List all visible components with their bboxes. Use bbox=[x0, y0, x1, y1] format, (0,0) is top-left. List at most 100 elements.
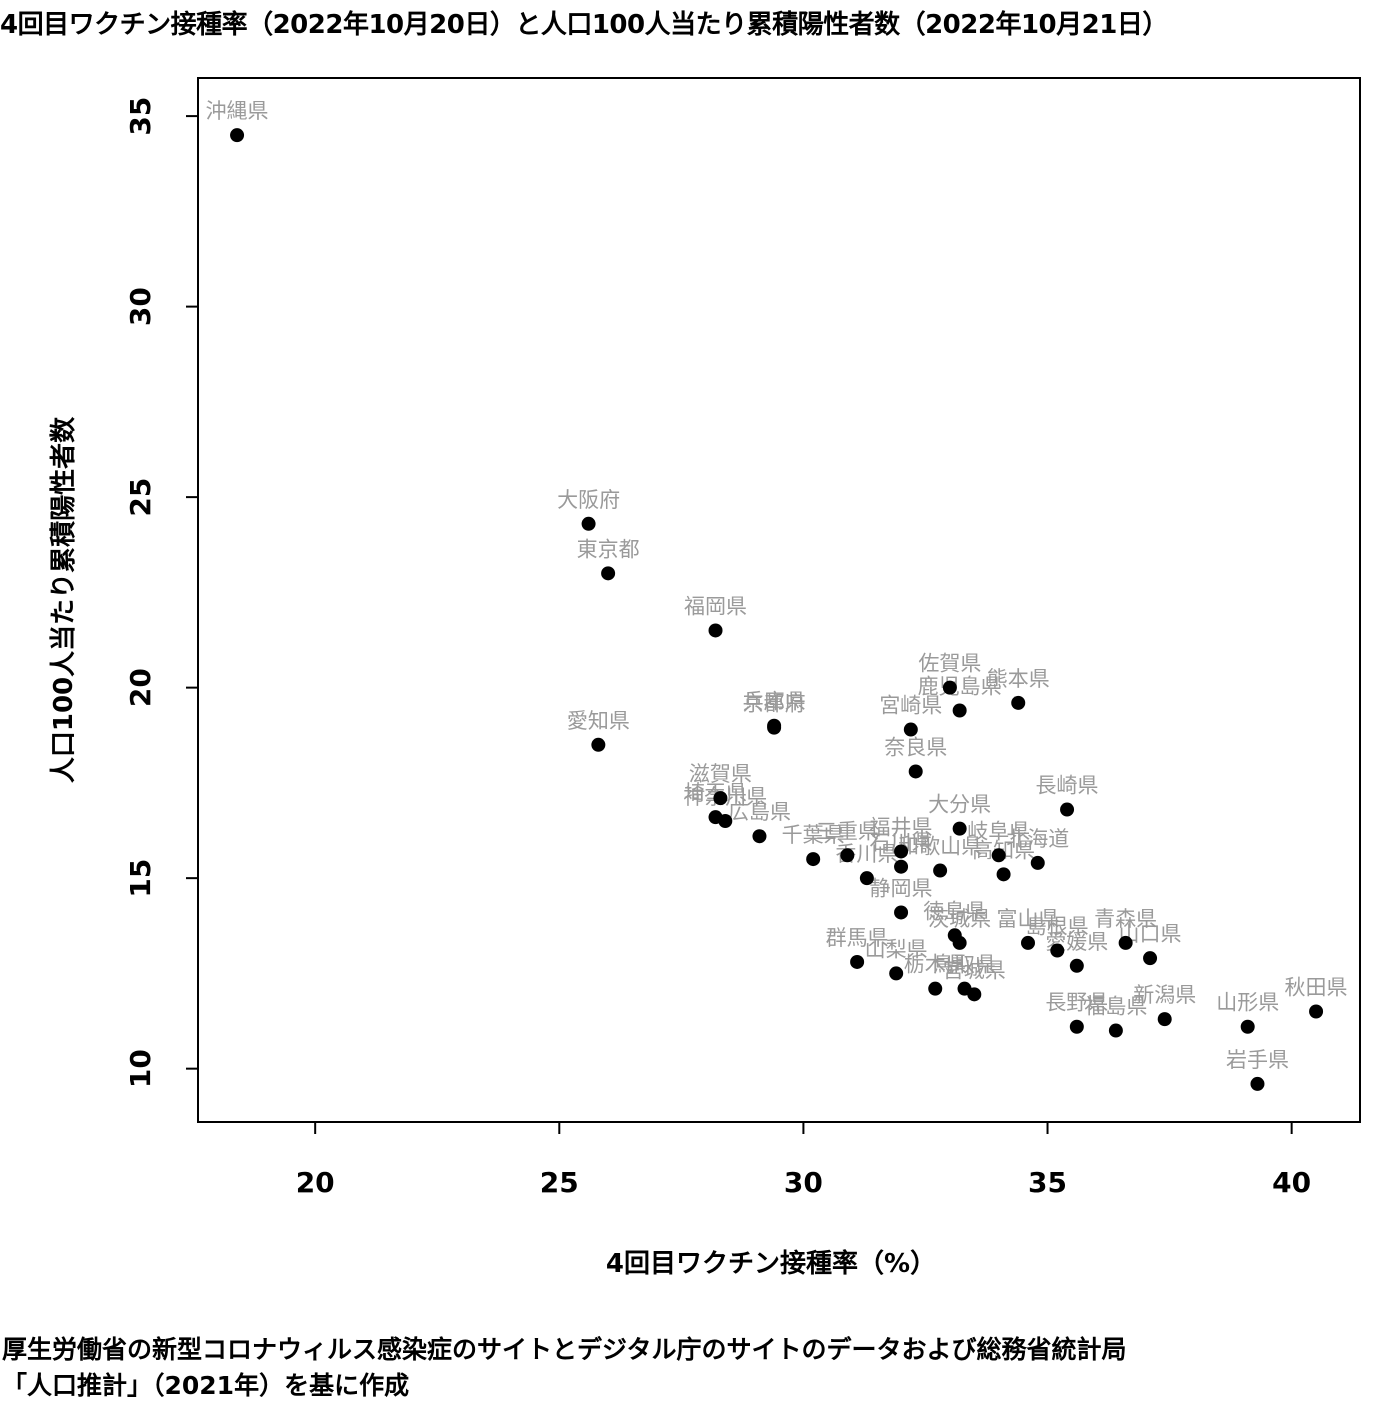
data-point bbox=[1011, 695, 1026, 710]
point-label: 福島県 bbox=[1084, 995, 1147, 1019]
point-label: 滋賀県 bbox=[689, 762, 752, 786]
point-label: 京都府 bbox=[743, 692, 806, 716]
point-label: 和歌山県 bbox=[898, 835, 982, 859]
data-point bbox=[889, 966, 904, 981]
point-label: 福井県 bbox=[870, 815, 933, 839]
point-label: 長崎県 bbox=[1036, 774, 1099, 798]
data-point bbox=[1069, 958, 1084, 973]
point-label: 静岡県 bbox=[870, 876, 933, 900]
data-point bbox=[230, 128, 245, 143]
chart-title: 4回目ワクチン接種率（2022年10月20日）と人口100人当たり累積陽性者数（… bbox=[0, 10, 1168, 40]
data-point bbox=[1030, 855, 1045, 870]
x-tick-label: 35 bbox=[1028, 1166, 1067, 1199]
data-point bbox=[1143, 951, 1158, 966]
point-label: 青森県 bbox=[1094, 907, 1157, 931]
y-tick-label: 15 bbox=[124, 859, 157, 898]
x-tick-label: 25 bbox=[540, 1166, 579, 1199]
y-tick-label: 20 bbox=[124, 668, 157, 707]
data-point bbox=[859, 871, 874, 886]
point-label: 徳島県 bbox=[923, 899, 986, 923]
source-note-line-1: 厚生労働省の新型コロナウィルス感染症のサイトとデジタル庁のサイトのデータおよび総… bbox=[2, 1335, 1127, 1364]
data-point bbox=[1240, 1019, 1255, 1034]
data-point bbox=[840, 848, 855, 863]
data-point bbox=[928, 981, 943, 996]
data-point bbox=[952, 821, 967, 836]
y-axis-label: 人口100人当たり累積陽性者数 bbox=[49, 416, 79, 783]
point-label: 大阪府 bbox=[557, 488, 620, 512]
data-point bbox=[1021, 935, 1035, 950]
data-point bbox=[850, 954, 865, 969]
data-point bbox=[1108, 1023, 1123, 1038]
data-point bbox=[952, 935, 967, 950]
point-label: 鹿児島県 bbox=[918, 674, 1002, 698]
data-point bbox=[713, 791, 728, 806]
data-point bbox=[1069, 1019, 1084, 1034]
x-tick-label: 30 bbox=[784, 1166, 823, 1199]
point-label: 千葉県 bbox=[782, 823, 845, 847]
data-point bbox=[894, 905, 909, 920]
point-label: 茨城県 bbox=[928, 907, 991, 931]
point-label: 熊本県 bbox=[987, 667, 1050, 691]
y-tick-label: 35 bbox=[124, 97, 157, 136]
data-point bbox=[1060, 802, 1075, 817]
data-point bbox=[942, 680, 957, 695]
x-axis-label: 4回目ワクチン接種率（%） bbox=[606, 1248, 936, 1279]
axes: 20 25 30 35 40 10 15 20 25 30 35 bbox=[124, 97, 1311, 1199]
y-tick-label: 10 bbox=[124, 1049, 157, 1088]
point-label: 宮崎県 bbox=[879, 694, 942, 718]
data-point bbox=[767, 720, 782, 735]
point-label: 栃木県 bbox=[904, 953, 967, 977]
point-label: 岩手県 bbox=[1226, 1048, 1289, 1072]
point-label: 広島県 bbox=[728, 800, 791, 824]
plot-frame bbox=[197, 77, 1361, 1123]
y-tick-label: 30 bbox=[124, 287, 157, 326]
point-labels: 沖縄県大阪府東京都福岡県愛知県兵庫県京都府滋賀県埼玉県神奈川県広島県千葉県三重県… bbox=[206, 99, 1348, 1072]
data-point bbox=[991, 848, 1006, 863]
point-label: 兵庫県 bbox=[743, 690, 806, 714]
source-note-line-2: 「人口推計」（2021年）を基に作成 bbox=[2, 1371, 410, 1400]
point-label: 宮城県 bbox=[943, 958, 1006, 982]
data-point bbox=[908, 764, 923, 779]
data-point bbox=[806, 852, 821, 867]
point-label: 岐阜県 bbox=[967, 819, 1030, 843]
data-point bbox=[718, 813, 733, 828]
point-label: 福岡県 bbox=[684, 594, 747, 618]
data-point bbox=[591, 737, 606, 752]
point-label: 山形県 bbox=[1216, 991, 1279, 1015]
data-point bbox=[894, 844, 909, 859]
point-label: 三重県 bbox=[816, 819, 879, 843]
data-point bbox=[601, 566, 616, 581]
data-point bbox=[708, 623, 723, 638]
data-point bbox=[1118, 935, 1133, 950]
point-label: 大分県 bbox=[928, 793, 991, 817]
point-label: 富山県 bbox=[997, 907, 1060, 931]
point-label: 山梨県 bbox=[865, 937, 928, 961]
point-label: 鳥取県 bbox=[933, 953, 996, 977]
point-label: 沖縄県 bbox=[206, 99, 269, 123]
point-label: 東京都 bbox=[577, 537, 640, 561]
y-tick-label: 25 bbox=[124, 478, 157, 517]
point-label: 群馬県 bbox=[826, 926, 889, 950]
point-label: 長野県 bbox=[1045, 991, 1108, 1015]
x-tick-label: 20 bbox=[296, 1166, 335, 1199]
data-point bbox=[967, 987, 982, 1002]
data-point bbox=[1157, 1012, 1172, 1027]
data-point bbox=[581, 516, 596, 531]
point-label: 佐賀県 bbox=[918, 652, 981, 676]
data-point bbox=[1250, 1076, 1265, 1091]
data-point bbox=[903, 722, 918, 737]
data-point bbox=[933, 863, 948, 878]
data-points bbox=[230, 128, 1324, 1091]
data-point bbox=[1309, 1004, 1324, 1019]
data-point bbox=[996, 867, 1011, 882]
point-label: 新潟県 bbox=[1133, 983, 1196, 1007]
point-label: 奈良県 bbox=[884, 735, 947, 759]
data-point bbox=[752, 829, 767, 844]
point-label: 北海道 bbox=[1006, 827, 1069, 851]
data-point bbox=[894, 859, 909, 874]
data-point bbox=[952, 703, 967, 718]
point-label: 島根県 bbox=[1026, 915, 1089, 939]
point-label: 秋田県 bbox=[1285, 976, 1348, 1000]
data-point bbox=[1050, 943, 1065, 958]
